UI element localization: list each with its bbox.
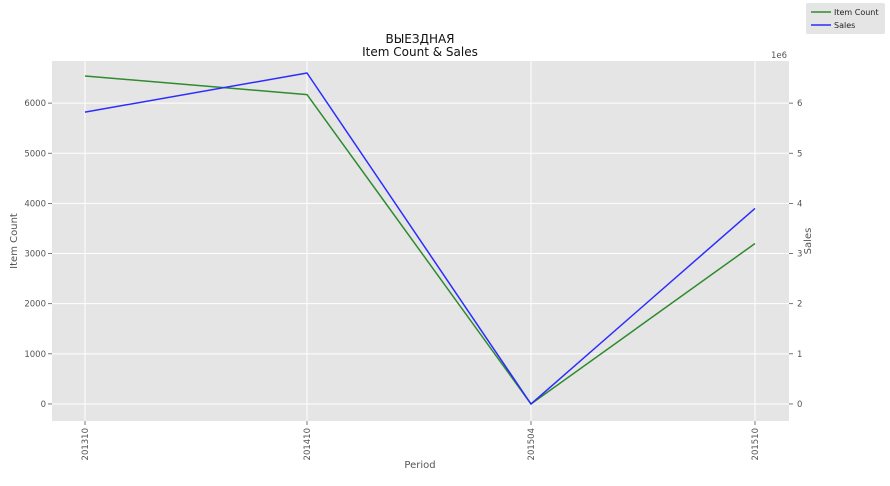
x-axis-label: Period: [404, 460, 435, 471]
y-tick-label-left-5: 5000: [24, 149, 46, 159]
y-tick-label-right-4: 4: [797, 199, 802, 209]
y-tick-label-left-4: 4000: [24, 199, 46, 209]
y-tick-label-right-5: 5: [797, 149, 802, 159]
right-axis-multiplier: 1e6: [771, 51, 787, 61]
chart-title: ВЫЕЗДНАЯ: [385, 32, 454, 46]
y-tick-label-left-6: 6000: [24, 99, 46, 109]
legend-box: [806, 3, 885, 34]
series-line-sales: [84, 72, 756, 405]
chart-subtitle: Item Count & Sales: [362, 45, 478, 59]
x-tick-label-3: 201510: [751, 428, 761, 460]
y-tick-label-right-1: 1: [797, 350, 802, 360]
legend: Item Count Sales: [806, 3, 885, 34]
y-tick-label-right-0: 0: [797, 400, 802, 410]
y-tick-label-left-0: 0: [41, 400, 46, 410]
x-tick-label-2: 201504: [527, 428, 537, 460]
y-axis-label-left: Item Count: [9, 213, 20, 269]
x-tick-label-1: 201410: [303, 428, 313, 460]
y-tick-label-left-2: 2000: [24, 300, 46, 310]
series-lines: [84, 72, 756, 405]
x-tick-label-0: 201310: [81, 428, 91, 460]
y-tick-label-right-6: 6: [797, 99, 802, 109]
legend-label-sales: Sales: [834, 21, 855, 30]
series-line-item-count: [84, 75, 756, 405]
axes: 0 1000 2000 3000 4000 5000 6000 0 1 2 3 4 5 6 201310 20…: [24, 99, 802, 460]
y-tick-label-right-2: 2: [797, 300, 802, 310]
y-tick-label-right-3: 3: [797, 250, 802, 260]
legend-label-item-count: Item Count: [834, 8, 879, 17]
y-axis-label-right: Sales: [803, 228, 814, 255]
y-tick-label-left-1: 1000: [24, 350, 46, 360]
y-tick-label-left-3: 3000: [24, 250, 46, 260]
grid-lines: [52, 61, 789, 421]
